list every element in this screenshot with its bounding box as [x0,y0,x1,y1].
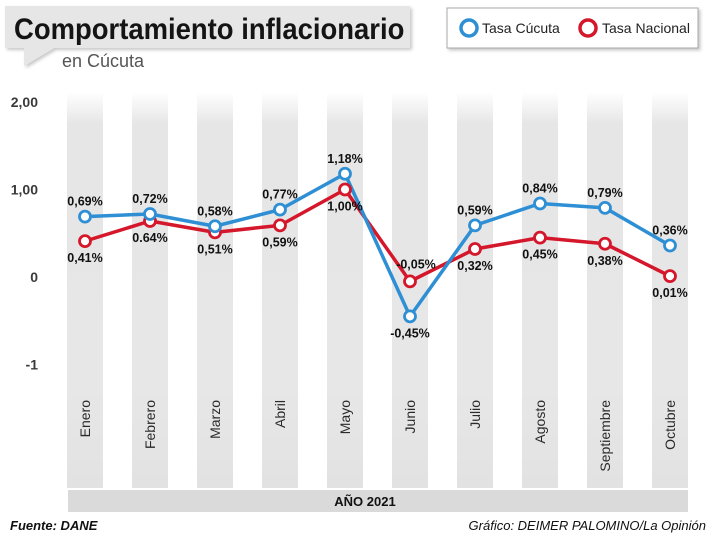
marker-tasa-cucuta-abril [273,202,287,217]
x-tick-label-enero: Enero [77,400,93,438]
x-tick-label-febrero: Febrero [142,400,158,449]
column-band-febrero [132,92,168,488]
y-axis-tick-labels: 2,00 1,00 0 -1 [11,94,38,373]
x-tick-label-octubre: Octubre [662,400,678,450]
y-tick-label: 1,00 [11,182,38,198]
series-lines [83,172,672,319]
marker-tasa-cucuta-marzo [208,219,222,234]
legend-label-tasa-cucuta: Tasa Cúcuta [482,20,560,36]
column-band-mayo [327,92,363,488]
legend-label-tasa-nacional: Tasa Nacional [602,20,690,36]
data-label-tasa-nacional-enero: 0,41% [67,251,102,265]
data-label-tasa-cucuta-agosto: 0,84% [522,182,557,196]
data-label-tasa-cucuta-marzo: 0,58% [197,204,232,218]
data-label-tasa-nacional-octubre: 0,01% [652,286,687,300]
data-label-tasa-nacional-febrero: 0.64% [132,231,167,245]
title-block: Comportamiento inflacionario [5,6,410,66]
marker-tasa-cucuta-junio [403,309,417,324]
marker-tasa-nacional-abril [273,218,287,233]
column-band-enero [67,92,103,488]
data-label-tasa-cucuta-abril: 0,77% [262,188,297,202]
data-labels: 0,41% 0.64% 0,51% 0,59% 1,00% -0,05% 0,32% 0,45… [67,152,687,341]
data-label-tasa-nacional-junio: -0,05% [396,257,436,271]
y-tick-label: 2,00 [11,94,38,110]
chart-title: Comportamiento inflacionario [14,13,404,46]
legend-box [446,7,699,49]
x-tick-label-mayo: Mayo [337,400,353,434]
marker-tasa-nacional-enero [78,234,92,249]
marker-tasa-cucuta-octubre [663,238,677,253]
x-axis-caption-bar [68,490,688,512]
x-axis-tick-labels: Enero Febrero Marzo Abril Mayo Junio Julio Agos… [77,400,678,472]
column-band-abril [262,92,298,488]
data-label-tasa-cucuta-septiembre: 0,79% [587,186,622,200]
column-band-septiembre [587,92,623,488]
data-label-tasa-nacional-abril: 0,59% [262,235,297,249]
data-label-tasa-nacional-mayo: 1,00% [327,200,362,214]
legend-item-tasa-cucuta: Tasa Cúcuta [459,18,560,38]
marker-tasa-nacional-mayo [338,182,352,197]
x-axis-caption: AÑO 2021 [334,494,395,509]
column-band-agosto [522,92,558,488]
line-tasa-nacional [83,187,672,284]
legend: Tasa Cúcuta Tasa Nacional [446,7,699,49]
column-band-marzo [197,92,233,488]
marker-tasa-nacional-septiembre [598,236,612,251]
chart-subtitle: en Cúcuta [62,51,145,71]
x-tick-label-agosto: Agosto [532,400,548,444]
marker-tasa-cucuta-enero [78,209,92,224]
series-markers [78,166,677,324]
marker-tasa-cucuta-septiembre [598,200,612,215]
marker-tasa-cucuta-agosto [533,196,547,211]
column-band-julio [457,92,493,488]
data-label-tasa-nacional-julio: 0,32% [457,259,492,273]
x-tick-label-julio: Julio [467,400,483,429]
legend-item-tasa-nacional: Tasa Nacional [578,18,690,38]
marker-tasa-nacional-julio [468,242,482,256]
line-tasa-cucuta [83,172,672,319]
marker-tasa-cucuta-febrero [143,207,157,221]
marker-tasa-nacional-agosto [533,230,547,245]
x-tick-label-junio: Junio [402,400,418,434]
data-label-tasa-cucuta-mayo: 1,18% [327,152,362,166]
y-tick-label: 0 [30,269,38,285]
x-tick-label-marzo: Marzo [207,400,223,439]
data-label-tasa-nacional-septiembre: 0,38% [587,254,622,268]
legend-marker-tasa-nacional [578,18,598,38]
marker-tasa-nacional-junio [403,274,417,289]
marker-tasa-nacional-octubre [663,269,677,284]
data-label-tasa-cucuta-junio: -0,45% [390,326,430,340]
x-tick-label-septiembre: Septiembre [597,400,613,472]
data-label-tasa-nacional-marzo: 0,51% [197,242,232,256]
data-label-tasa-nacional-agosto: 0,45% [522,248,557,262]
data-label-tasa-cucuta-febrero: 0,72% [132,192,167,206]
column-bands [67,92,688,488]
data-label-tasa-cucuta-enero: 0,69% [67,195,102,209]
y-tick-label: -1 [26,357,39,373]
x-tick-label-abril: Abril [272,400,288,428]
legend-marker-tasa-cucuta [459,18,479,38]
column-band-octubre [652,92,688,488]
marker-tasa-cucuta-julio [468,218,482,233]
marker-tasa-cucuta-mayo [338,166,352,181]
title-banner [5,6,410,66]
data-label-tasa-cucuta-julio: 0,59% [457,203,492,217]
data-label-tasa-cucuta-octubre: 0,36% [652,224,687,238]
footer-source: Fuente: DANE [10,518,98,533]
footer-credit: Gráfico: DEIMER PALOMINO/La Opinión [469,518,706,533]
